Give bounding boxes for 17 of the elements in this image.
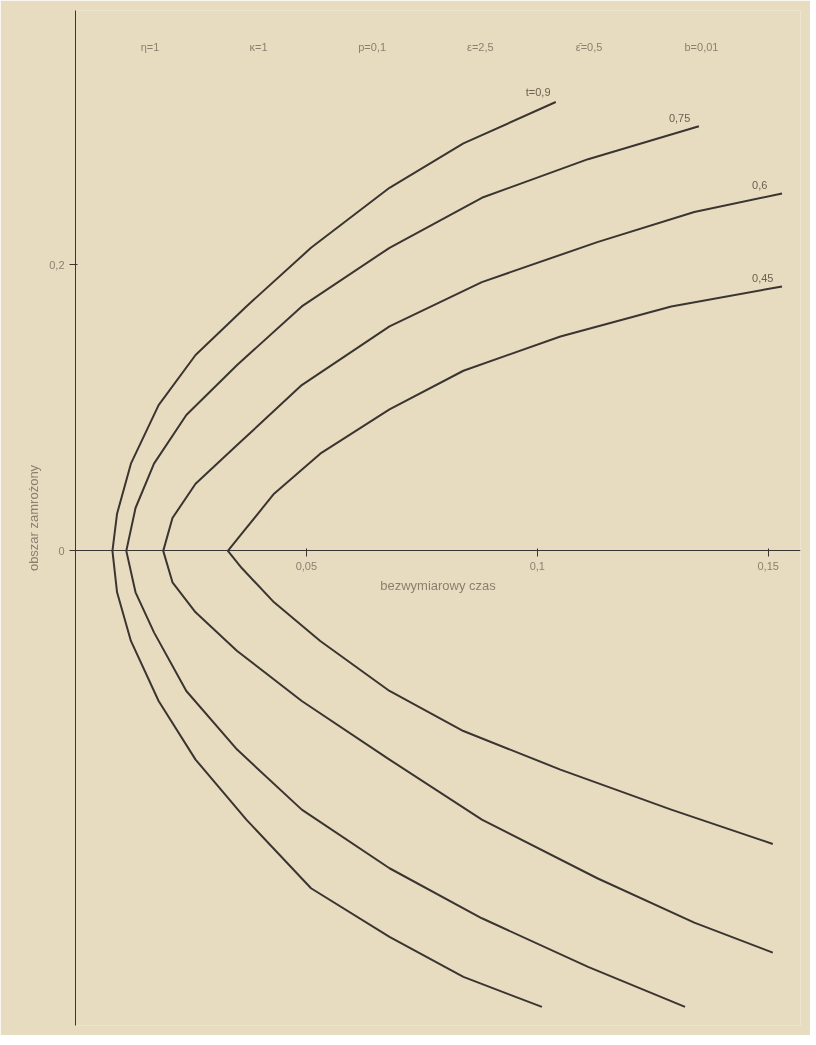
series-label: 0,45: [752, 272, 774, 285]
annotation: κ=1: [249, 40, 268, 53]
y-tick-label: 0: [58, 544, 65, 557]
y-axis-title: obszar zamrożony: [26, 464, 42, 572]
annotation: ε=2,5: [467, 40, 494, 53]
annotation: p=0,1: [358, 40, 387, 53]
annotation: ε̄=0,5: [575, 40, 603, 53]
series-label: t=0,9: [525, 85, 551, 98]
x-tick-label: 0,1: [529, 559, 545, 572]
y-tick-label: 0,2: [49, 258, 65, 271]
series-label: 0,6: [752, 179, 768, 192]
annotation: b=0,01: [684, 40, 719, 53]
annotation: η=1: [140, 40, 160, 53]
series-label: 0,75: [668, 112, 691, 125]
x-axis-title: bezwymiarowy czas: [380, 577, 497, 593]
x-tick-label: 0,15: [757, 559, 779, 572]
x-tick-label: 0,05: [295, 559, 318, 572]
